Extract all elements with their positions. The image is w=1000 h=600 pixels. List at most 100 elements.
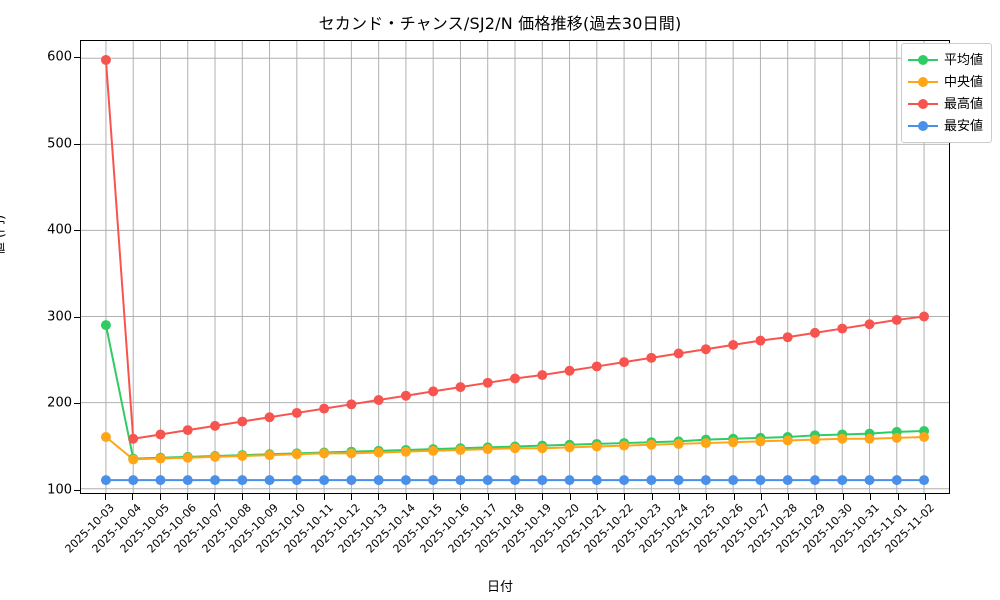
data-point	[919, 475, 930, 486]
data-point	[646, 439, 657, 450]
data-point	[264, 450, 275, 461]
data-point	[755, 475, 766, 486]
series-lines	[100, 54, 930, 486]
legend-marker-icon	[907, 54, 938, 66]
x-tick-mark	[351, 494, 352, 500]
data-point	[619, 357, 630, 368]
x-axis-label: 日付	[486, 580, 513, 595]
data-point	[373, 475, 384, 486]
chart-legend: 平均値中央値最高値最安値	[900, 43, 992, 143]
data-point	[864, 475, 875, 486]
x-tick-mark	[187, 494, 188, 500]
legend-item-3[interactable]: 最安値	[907, 115, 983, 137]
data-point	[782, 435, 793, 446]
data-point	[537, 443, 548, 454]
data-point	[700, 344, 711, 355]
plot-area	[80, 40, 950, 494]
data-point	[564, 475, 575, 486]
data-point	[591, 361, 602, 372]
y-tick-label: 100	[47, 482, 72, 498]
y-tick-label: 600	[47, 49, 72, 65]
data-point	[100, 432, 111, 443]
legend-label: 最高値	[943, 96, 983, 112]
data-point	[510, 443, 520, 454]
data-point	[919, 432, 930, 443]
data-point	[237, 451, 248, 461]
x-tick-mark	[241, 494, 243, 500]
data-point	[291, 475, 302, 486]
data-point	[619, 440, 630, 451]
y-axis-label: 値 (円)	[0, 214, 8, 255]
x-tick-mark	[132, 494, 134, 500]
x-tick-mark	[761, 494, 762, 500]
data-point	[700, 438, 711, 449]
x-tick-mark	[214, 494, 216, 500]
data-point	[455, 475, 466, 486]
x-tick-mark	[159, 494, 161, 500]
y-tick-mark	[74, 316, 80, 318]
data-point	[809, 327, 820, 338]
y-tick-mark	[74, 143, 80, 145]
legend-marker-icon	[907, 98, 938, 110]
data-point	[728, 475, 739, 486]
data-point	[673, 438, 684, 449]
data-point	[210, 451, 221, 462]
x-tick-mark	[105, 494, 106, 500]
legend-label: 平均値	[943, 52, 983, 68]
data-point	[728, 437, 739, 448]
x-tick-mark	[679, 494, 680, 500]
data-point	[128, 454, 139, 465]
data-point	[455, 382, 466, 393]
y-tick-mark	[74, 489, 80, 491]
legend-item-1[interactable]: 中央値	[907, 71, 983, 93]
data-point	[400, 475, 411, 486]
x-tick-mark	[460, 494, 462, 500]
chart-title: セカンド・チャンス/SJ2/N 価格推移(過去30日間)	[318, 14, 682, 33]
data-point	[891, 475, 902, 486]
data-point	[537, 370, 548, 381]
data-point	[673, 475, 684, 486]
x-tick-mark	[296, 494, 298, 500]
x-tick-mark	[624, 494, 626, 500]
legend-item-2[interactable]: 最高値	[907, 93, 983, 115]
data-point	[537, 475, 548, 486]
data-point	[264, 475, 275, 486]
data-point	[919, 311, 930, 322]
x-tick-mark	[323, 494, 325, 500]
x-tick-mark	[897, 494, 899, 500]
data-point	[482, 475, 493, 486]
data-point	[155, 475, 166, 486]
data-point	[264, 412, 275, 423]
x-tick-mark	[515, 494, 516, 500]
data-point	[155, 429, 166, 440]
data-point	[728, 339, 739, 350]
data-point	[182, 425, 193, 436]
data-point	[482, 444, 493, 455]
data-point	[455, 444, 466, 455]
legend-marker-icon	[907, 120, 938, 132]
y-tick-label: 500	[47, 136, 72, 152]
data-point	[346, 475, 357, 486]
data-point	[700, 475, 711, 486]
x-tick-mark	[815, 494, 817, 500]
data-point	[100, 475, 111, 486]
data-point	[510, 373, 520, 384]
legend-item-0[interactable]: 平均値	[907, 49, 983, 71]
data-point	[182, 452, 193, 463]
data-point	[237, 416, 248, 427]
data-point	[100, 54, 111, 65]
x-tick-mark	[597, 494, 598, 500]
data-point	[210, 420, 221, 431]
data-point	[809, 475, 820, 486]
data-point	[837, 323, 848, 334]
legend-label: 最安値	[943, 118, 983, 134]
x-tick-mark	[843, 494, 844, 500]
x-tick-mark	[870, 494, 872, 500]
series-line-0	[104, 324, 926, 460]
data-point	[591, 475, 602, 486]
data-point	[809, 434, 820, 445]
data-point	[182, 475, 193, 486]
data-point	[291, 449, 302, 460]
x-tick-mark	[925, 494, 926, 500]
data-point	[346, 399, 357, 410]
